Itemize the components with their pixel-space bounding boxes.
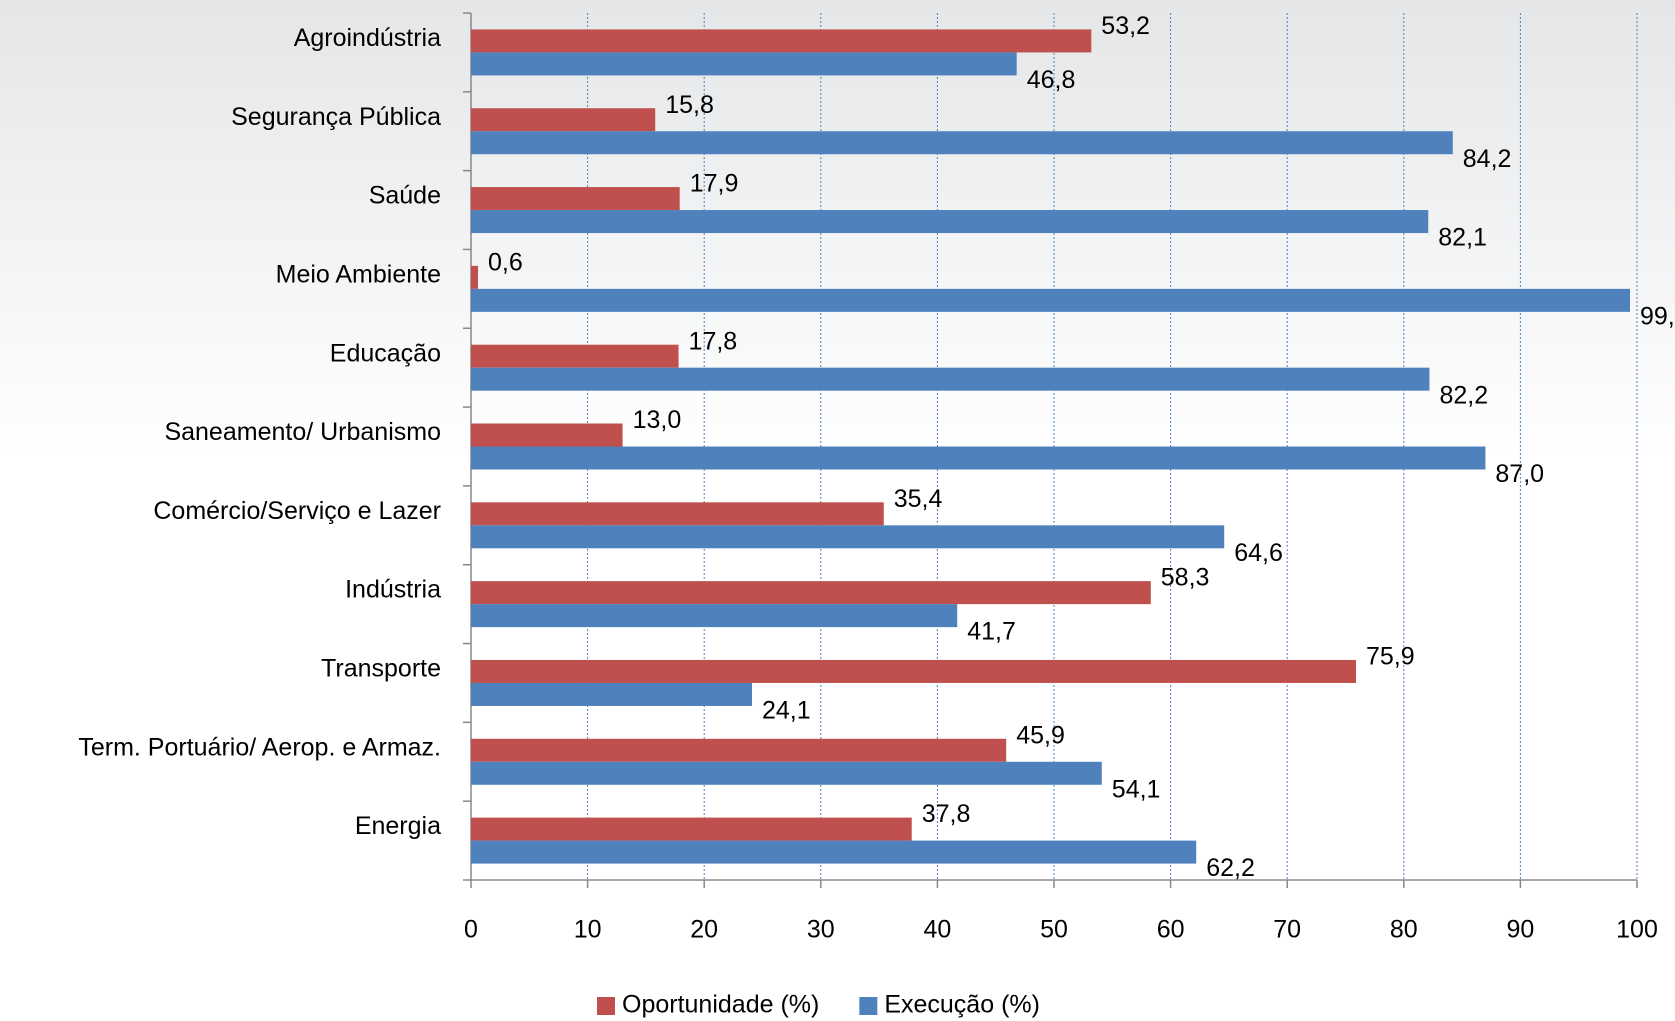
y-tick-label: Energia xyxy=(355,812,441,840)
legend-label: Execução (%) xyxy=(884,991,1040,1019)
bar xyxy=(471,446,1486,470)
x-tick-label: 60 xyxy=(1157,916,1185,944)
x-tick-label: 50 xyxy=(1040,916,1068,944)
y-tick-label: Saneamento/ Urbanismo xyxy=(164,418,441,446)
x-tick-label: 10 xyxy=(574,916,602,944)
bar xyxy=(471,502,884,526)
y-tick-label: Saúde xyxy=(369,182,441,210)
bar xyxy=(471,210,1429,234)
legend-label: Oportunidade (%) xyxy=(622,991,819,1019)
bar xyxy=(471,52,1017,76)
bar xyxy=(471,525,1225,549)
y-tick-label: Educação xyxy=(330,339,441,367)
x-tick-label: 80 xyxy=(1390,916,1418,944)
bar xyxy=(471,108,656,132)
y-tick-label: Transporte xyxy=(321,655,441,683)
bar xyxy=(471,187,680,211)
legend-swatch xyxy=(859,997,878,1015)
x-tick-label: 20 xyxy=(690,916,718,944)
bar xyxy=(471,131,1453,155)
bar xyxy=(471,738,1007,762)
data-label: 84,2 xyxy=(1463,145,1512,173)
y-tick-label: Indústria xyxy=(345,576,441,604)
y-tick-label: Meio Ambiente xyxy=(276,260,441,288)
bar xyxy=(471,817,912,841)
data-label: 75,9 xyxy=(1366,643,1415,671)
x-tick-label: 70 xyxy=(1273,916,1301,944)
x-tick-label: 0 xyxy=(464,916,478,944)
x-tick-label: 30 xyxy=(807,916,835,944)
data-label: 0,6 xyxy=(488,248,523,276)
data-label: 35,4 xyxy=(894,485,943,513)
data-label: 46,8 xyxy=(1027,66,1076,94)
data-label: 15,8 xyxy=(665,91,714,119)
data-label: 82,2 xyxy=(1439,381,1488,409)
bar xyxy=(471,367,1430,391)
y-tick-label: Agroindústria xyxy=(294,24,441,52)
data-label: 45,9 xyxy=(1016,721,1065,749)
bar xyxy=(471,761,1102,785)
data-label: 13,0 xyxy=(633,406,682,434)
bar xyxy=(471,423,623,447)
bar xyxy=(471,840,1197,864)
x-tick-label: 100 xyxy=(1616,916,1658,944)
data-label: 54,1 xyxy=(1112,775,1161,803)
legend-swatch xyxy=(597,997,615,1015)
bar xyxy=(471,604,958,628)
data-label: 62,2 xyxy=(1206,854,1255,882)
y-tick-label: Segurança Pública xyxy=(231,103,441,131)
data-label: 41,7 xyxy=(967,618,1016,646)
data-label: 37,8 xyxy=(922,800,971,828)
data-label: 53,2 xyxy=(1101,12,1150,40)
bar xyxy=(471,682,753,706)
x-tick-label: 40 xyxy=(923,916,951,944)
y-tick-label: Comércio/Serviço e Lazer xyxy=(153,497,441,525)
data-label: 87,0 xyxy=(1495,460,1544,488)
bar xyxy=(471,659,1356,683)
bar xyxy=(471,265,478,289)
data-label: 64,6 xyxy=(1234,539,1283,567)
data-label: 17,9 xyxy=(690,170,739,198)
data-label: 82,1 xyxy=(1438,224,1487,252)
bar xyxy=(471,29,1092,53)
data-label: 24,1 xyxy=(762,697,811,725)
bar xyxy=(471,344,679,368)
data-label: 99,4 xyxy=(1640,302,1675,330)
bar xyxy=(471,581,1151,605)
y-tick-label: Term. Portuário/ Aerop. e Armaz. xyxy=(78,733,441,761)
data-label: 58,3 xyxy=(1161,564,1210,592)
bar xyxy=(471,288,1631,312)
data-label: 17,8 xyxy=(689,327,738,355)
x-tick-label: 90 xyxy=(1506,916,1534,944)
